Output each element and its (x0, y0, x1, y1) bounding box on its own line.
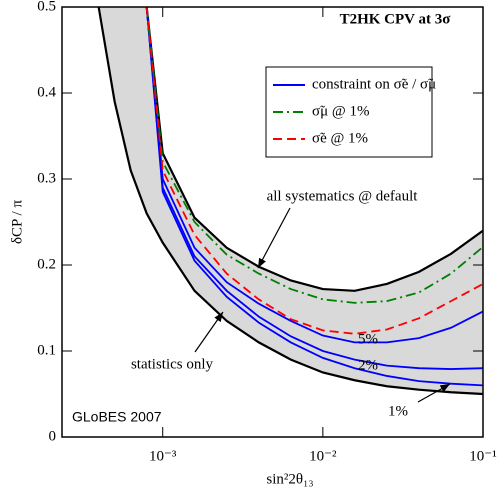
y-axis-label: δCP / π (9, 200, 25, 245)
note: GLoBES 2007 (72, 409, 162, 425)
arrow (257, 207, 291, 269)
legend-label: σ̃μ @ 1% (312, 103, 369, 119)
curve-label: 2% (358, 357, 378, 373)
x-tick-label: 10⁻³ (149, 448, 177, 464)
x-axis-label: sin²2θ₁₃ (266, 471, 313, 487)
series-line (145, 7, 483, 344)
frame (61, 6, 484, 438)
series-line (97, 7, 483, 396)
x-tick-label: 10⁻² (309, 448, 337, 464)
y-tick-label: 0.3 (37, 170, 56, 186)
y-tick-label: 0.4 (37, 84, 56, 100)
legend-label: constraint on σ̃e / σ̃μ (312, 76, 436, 92)
series-line (145, 7, 483, 370)
y-tick-label: 0.1 (37, 342, 56, 358)
band (98, 7, 484, 394)
series-line (145, 7, 483, 387)
arrow (417, 383, 451, 403)
arrow (194, 311, 224, 353)
y-tick-label: 0.5 (37, 0, 56, 14)
series-line (145, 7, 483, 335)
x-tick-label: 10⁻¹ (469, 448, 496, 464)
legend-label: σ̃e @ 1% (312, 130, 368, 146)
curve-label: 5% (358, 331, 378, 347)
curve-label: statistics only (131, 356, 214, 372)
series-line (145, 7, 483, 292)
y-tick-label: 0.2 (37, 256, 56, 272)
chart-title: T2HK CPV at 3σ (340, 11, 452, 27)
curve-label: all systematics @ default (267, 188, 419, 204)
y-tick-label: 0 (49, 428, 57, 444)
curve-label: 1% (388, 403, 408, 419)
plot-area (97, 7, 484, 396)
